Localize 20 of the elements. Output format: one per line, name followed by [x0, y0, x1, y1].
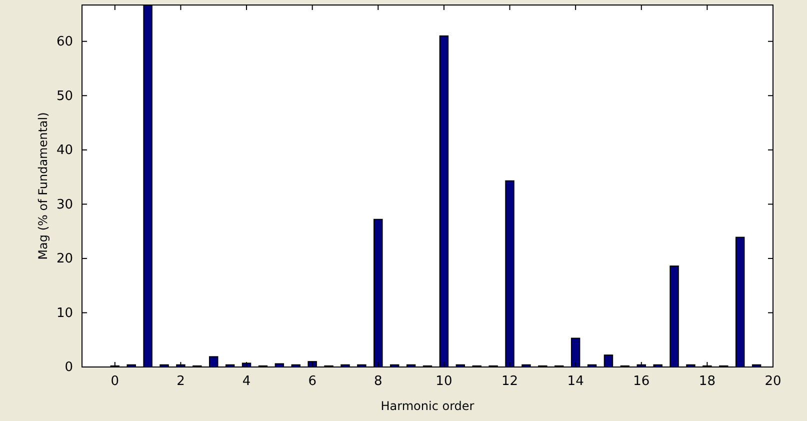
x-tick-label: 14	[567, 374, 584, 390]
x-tick-label: 2	[176, 374, 185, 390]
y-tick-label: 50	[56, 88, 73, 104]
x-tick-label: 8	[374, 374, 382, 390]
x-tick-label: 6	[308, 374, 316, 390]
x-axis-title: Harmonic order	[380, 399, 474, 413]
x-tick-label: 20	[764, 374, 782, 390]
x-tick-label: 10	[436, 374, 452, 390]
y-tick-label: 20	[56, 252, 73, 267]
x-tick-label: 16	[633, 374, 650, 390]
y-axis-title: Mag (% of Fundamental)	[36, 112, 50, 260]
y-tick-label: 60	[56, 34, 73, 50]
x-tick-label: 18	[698, 374, 716, 390]
x-tick-label: 12	[501, 374, 518, 390]
x-tick-label: 4	[242, 374, 251, 390]
x-tick-label: 0	[110, 374, 120, 390]
y-tick-label: 0	[64, 360, 73, 376]
y-tick-label: 30	[56, 197, 73, 212]
y-tick-label: 40	[56, 143, 73, 158]
y-tick-label: 10	[56, 306, 73, 321]
